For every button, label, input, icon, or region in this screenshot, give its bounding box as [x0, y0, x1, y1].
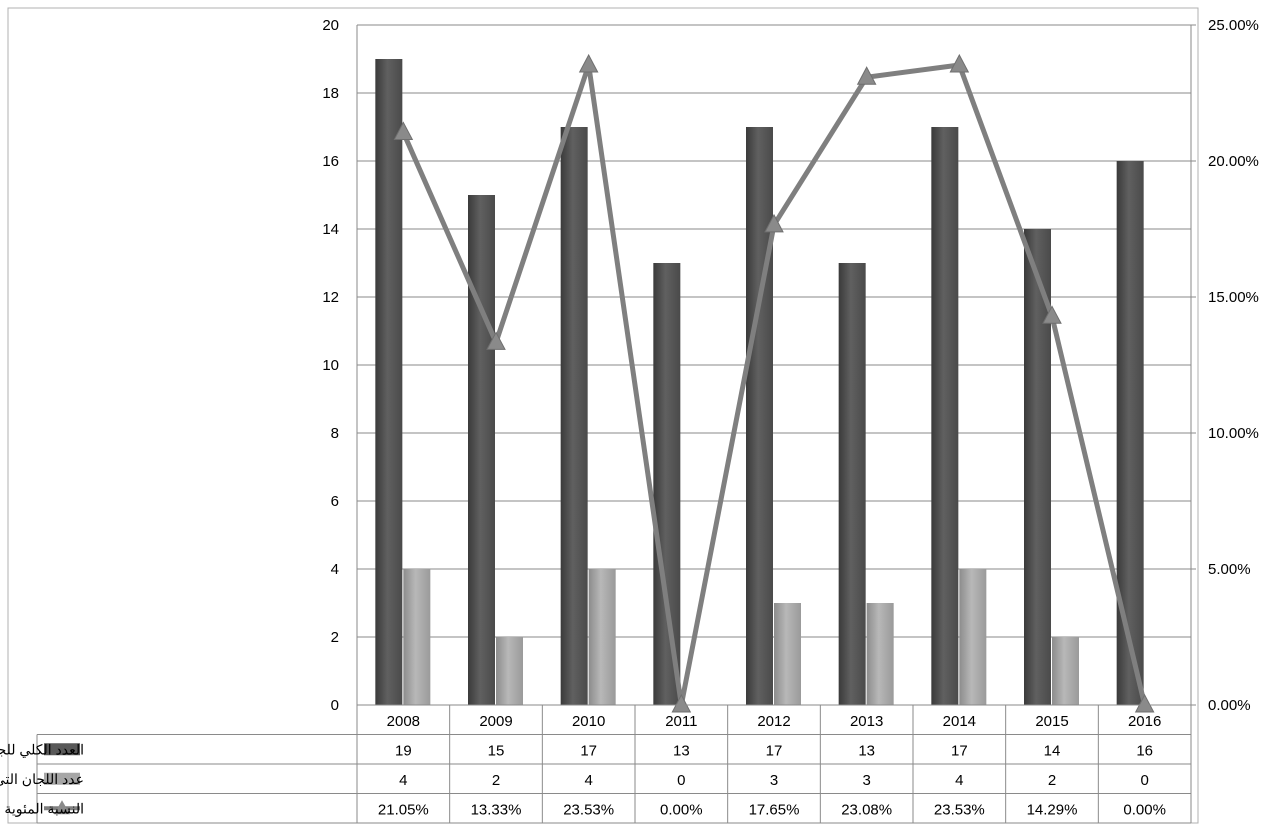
y-left-tick-label: 0: [331, 697, 339, 714]
line-point-marker: [1042, 305, 1062, 324]
y-left-tick-label: 18: [322, 85, 339, 102]
y-left-tick-label: 4: [331, 561, 339, 578]
bar-total-committees: [375, 59, 403, 705]
bar-joint-committees: [1052, 637, 1079, 705]
y-left-tick-label: 12: [322, 289, 339, 306]
bar-joint-committees: [866, 603, 894, 705]
y-right-tick-label: 0.00%: [1208, 697, 1251, 714]
line-point-marker: [578, 53, 599, 73]
bar-total-committees: [746, 127, 773, 705]
x-category-label: 2008: [387, 713, 420, 730]
y-right-tick-label: 25.00%: [1208, 17, 1259, 34]
bar-joint-committees: [588, 569, 616, 705]
table-cell-value: 23.08%: [841, 802, 892, 819]
bar-total-committees: [931, 127, 959, 705]
bar-total-committees: [468, 195, 495, 705]
x-category-label: 2013: [850, 713, 883, 730]
axes: 0 2 4 6 8 10 12 14 16 18 20 0.00% 5.00% 10.00% 15.00% 2…: [322, 17, 1259, 714]
table-cell-value: 16: [1136, 743, 1153, 760]
x-category-label: 2012: [757, 713, 790, 730]
line-point-marker: [764, 213, 784, 233]
bar-joint-committees: [496, 637, 523, 705]
line-point-marker: [856, 66, 877, 85]
legend-key-bar: [44, 743, 80, 756]
x-category-label: 2014: [943, 713, 976, 730]
legend-key-bar: [44, 772, 80, 785]
bar-total-committees: [1116, 161, 1144, 705]
x-category-label: 2016: [1128, 713, 1161, 730]
bar-joint-committees: [403, 569, 431, 705]
line-point-marker: [949, 53, 970, 73]
line-point-marker: [671, 693, 692, 713]
bar-total-committees: [653, 263, 681, 705]
table-cell-value: 0: [677, 772, 685, 789]
table-cell-value: 17.65%: [749, 802, 800, 819]
line-point-marker: [486, 331, 506, 350]
table-cell-value: 2: [492, 772, 500, 789]
legend-series-name: العدد الكلي للجان التي عقدت: [0, 741, 84, 757]
table-cell-value: 0.00%: [1123, 802, 1166, 819]
bar-total-committees: [560, 127, 588, 705]
table-cell-value: 14.29%: [1027, 802, 1078, 819]
legend-key-marker: [54, 800, 70, 815]
bar-joint-committees: [774, 603, 801, 705]
table-cell-value: 13: [858, 743, 875, 760]
y-left-tick-label: 8: [331, 425, 339, 442]
table-cell-value: 17: [580, 743, 597, 760]
y-left-tick-label: 10: [322, 357, 339, 374]
y-left-tick-label: 14: [322, 221, 339, 238]
table-cell-value: 17: [766, 743, 783, 760]
table-cell-value: 4: [955, 772, 963, 789]
table-cell-value: 23.53%: [563, 802, 614, 819]
table-cell-value: 0: [1140, 772, 1148, 789]
line-point-marker: [393, 121, 414, 140]
y-left-tick-label: 16: [322, 153, 339, 170]
y-left-tick-label: 20: [322, 17, 339, 34]
legend-series-name: عدد اللجان التي استضيفت بصورة مشتركة: [0, 771, 84, 788]
table-cell-value: 4: [399, 772, 407, 789]
y-left-tick-label: 2: [331, 629, 339, 646]
table-cell-value: 13: [673, 743, 690, 760]
legend-series-name: النسبة المئوية: [4, 800, 84, 817]
x-category-label: 2015: [1035, 713, 1068, 730]
table-cell-value: 23.53%: [934, 802, 985, 819]
table-cell-value: 0.00%: [660, 802, 703, 819]
table-cell-value: 21.05%: [378, 802, 429, 819]
line-series-group: [393, 53, 1155, 713]
table-cell-value: 14: [1044, 743, 1061, 760]
table-cell-value: 4: [584, 772, 592, 789]
x-category-label: 2009: [479, 713, 512, 730]
table-cell-value: 2: [1048, 772, 1056, 789]
y-right-tick-label: 15.00%: [1208, 289, 1259, 306]
table-cell-value: 3: [770, 772, 778, 789]
x-category-label: 2010: [572, 713, 605, 730]
bar-total-committees: [838, 263, 866, 705]
y-right-tick-label: 20.00%: [1208, 153, 1259, 170]
table-cell-value: 19: [395, 743, 412, 760]
table-cell-value: 13.33%: [471, 802, 522, 819]
x-category-label: 2011: [665, 713, 697, 730]
y-right-tick-label: 10.00%: [1208, 425, 1259, 442]
y-right-tick-label: 5.00%: [1208, 561, 1251, 578]
bar-joint-committees: [959, 569, 987, 705]
table-cell-value: 17: [951, 743, 968, 760]
y-left-tick-label: 6: [331, 493, 339, 510]
table-cell-value: 15: [488, 743, 505, 760]
table-cell-value: 3: [862, 772, 870, 789]
line-point-marker: [1134, 693, 1155, 713]
